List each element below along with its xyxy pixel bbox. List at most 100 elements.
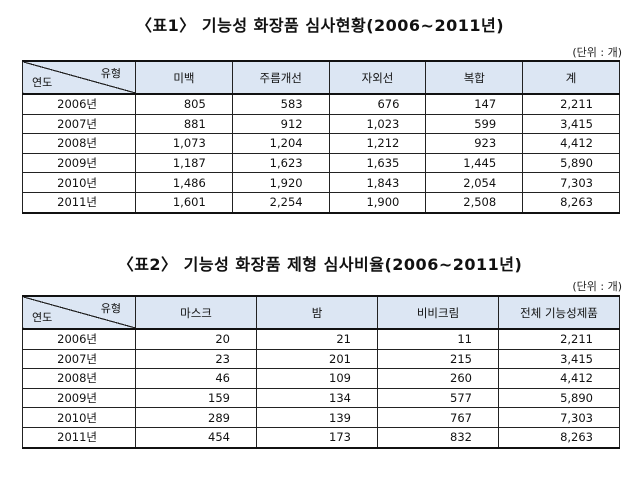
value-cell: 577: [377, 387, 499, 409]
column-header: 복합: [425, 60, 524, 95]
year-cell: 2006년: [22, 328, 136, 350]
table-row: 2007년 23 201 215 3,415: [22, 348, 620, 370]
value-cell: 8,263: [522, 191, 620, 214]
year-cell: 2009년: [22, 152, 136, 174]
value-cell: 923: [425, 133, 524, 154]
value-cell: 1,212: [328, 133, 427, 154]
year-cell: 2007년: [22, 113, 136, 135]
table2-corner-header: 유형 연도: [22, 295, 136, 330]
year-cell: 2010년: [22, 407, 136, 428]
value-cell: 289: [135, 407, 257, 428]
table2-header-row: 유형 연도 마스크 밤 비비크림 전체 기능성제품: [22, 295, 620, 330]
year-cell: 2008년: [22, 368, 136, 389]
value-cell: 5,890: [522, 152, 620, 174]
value-cell: 583: [231, 93, 330, 115]
value-cell: 147: [425, 93, 524, 115]
value-cell: 2,054: [425, 172, 524, 193]
value-cell: 21: [256, 328, 378, 350]
table2: 유형 연도 마스크 밤 비비크림 전체 기능성제품 2006년 20 21 11…: [22, 295, 620, 449]
value-cell: 767: [377, 407, 499, 428]
table1-unit-note: (단위 : 개): [572, 46, 622, 59]
table-row: 2006년 805 583 676 147 2,211: [22, 93, 620, 115]
value-cell: 1,187: [135, 152, 233, 174]
corner-type-label: 유형: [100, 67, 121, 80]
value-cell: 1,635: [328, 152, 427, 174]
table-row: 2010년 1,486 1,920 1,843 2,054 7,303: [22, 172, 620, 193]
value-cell: 1,486: [135, 172, 233, 193]
value-cell: 260: [377, 368, 499, 389]
value-cell: 832: [377, 426, 499, 449]
value-cell: 2,254: [231, 191, 330, 214]
year-cell: 2007년: [22, 348, 136, 370]
value-cell: 139: [256, 407, 378, 428]
value-cell: 599: [425, 113, 524, 135]
table-row: 2009년 159 134 577 5,890: [22, 387, 620, 409]
year-cell: 2011년: [22, 426, 136, 449]
value-cell: 46: [135, 368, 257, 389]
value-cell: 1,023: [328, 113, 427, 135]
value-cell: 1,920: [231, 172, 330, 193]
value-cell: 2,508: [425, 191, 524, 214]
table-row: 2008년 46 109 260 4,412: [22, 368, 620, 389]
value-cell: 1,843: [328, 172, 427, 193]
value-cell: 159: [135, 387, 257, 409]
value-cell: 5,890: [498, 387, 620, 409]
table2-title: 〈표2〉 기능성 화장품 제형 심사비율(2006~2011년): [117, 255, 523, 274]
value-cell: 1,445: [425, 152, 524, 174]
value-cell: 201: [256, 348, 378, 370]
value-cell: 1,623: [231, 152, 330, 174]
column-header: 밤: [256, 295, 378, 330]
table1-header-row: 유형 연도 미백 주름개선 자외선 복합 계: [22, 60, 620, 95]
value-cell: 2,211: [498, 328, 620, 350]
corner-type-label: 유형: [100, 302, 121, 315]
table-row: 2008년 1,073 1,204 1,212 923 4,412: [22, 133, 620, 154]
table1-corner-header: 유형 연도: [22, 60, 136, 95]
table1: 유형 연도 미백 주름개선 자외선 복합 계 2006년 805 583 676…: [22, 60, 620, 214]
year-cell: 2011년: [22, 191, 136, 214]
value-cell: 912: [231, 113, 330, 135]
column-header: 미백: [135, 60, 233, 95]
corner-year-label: 연도: [32, 311, 53, 324]
column-header: 비비크림: [377, 295, 499, 330]
table-row: 2007년 881 912 1,023 599 3,415: [22, 113, 620, 135]
table-row: 2010년 289 139 767 7,303: [22, 407, 620, 428]
value-cell: 2,211: [522, 93, 620, 115]
value-cell: 805: [135, 93, 233, 115]
year-cell: 2006년: [22, 93, 136, 115]
value-cell: 1,204: [231, 133, 330, 154]
value-cell: 8,263: [498, 426, 620, 449]
value-cell: 134: [256, 387, 378, 409]
value-cell: 173: [256, 426, 378, 449]
corner-year-label: 연도: [32, 76, 53, 89]
value-cell: 4,412: [522, 133, 620, 154]
value-cell: 215: [377, 348, 499, 370]
table2-unit-note: (단위 : 개): [572, 280, 622, 293]
value-cell: 3,415: [498, 348, 620, 370]
year-cell: 2008년: [22, 133, 136, 154]
column-header: 계: [522, 60, 620, 95]
value-cell: 1,900: [328, 191, 427, 214]
table-row: 2009년 1,187 1,623 1,635 1,445 5,890: [22, 152, 620, 174]
value-cell: 7,303: [522, 172, 620, 193]
value-cell: 1,073: [135, 133, 233, 154]
value-cell: 23: [135, 348, 257, 370]
value-cell: 4,412: [498, 368, 620, 389]
table-row: 2006년 20 21 11 2,211: [22, 328, 620, 350]
column-header: 전체 기능성제품: [498, 295, 620, 330]
value-cell: 3,415: [522, 113, 620, 135]
year-cell: 2010년: [22, 172, 136, 193]
value-cell: 20: [135, 328, 257, 350]
value-cell: 11: [377, 328, 499, 350]
table-row: 2011년 1,601 2,254 1,900 2,508 8,263: [22, 191, 620, 214]
value-cell: 109: [256, 368, 378, 389]
column-header: 마스크: [135, 295, 257, 330]
value-cell: 1,601: [135, 191, 233, 214]
value-cell: 7,303: [498, 407, 620, 428]
value-cell: 676: [328, 93, 427, 115]
column-header: 자외선: [328, 60, 427, 95]
value-cell: 454: [135, 426, 257, 449]
value-cell: 881: [135, 113, 233, 135]
table1-title: 〈표1〉 기능성 화장품 심사현황(2006~2011년): [135, 16, 505, 35]
year-cell: 2009년: [22, 387, 136, 409]
